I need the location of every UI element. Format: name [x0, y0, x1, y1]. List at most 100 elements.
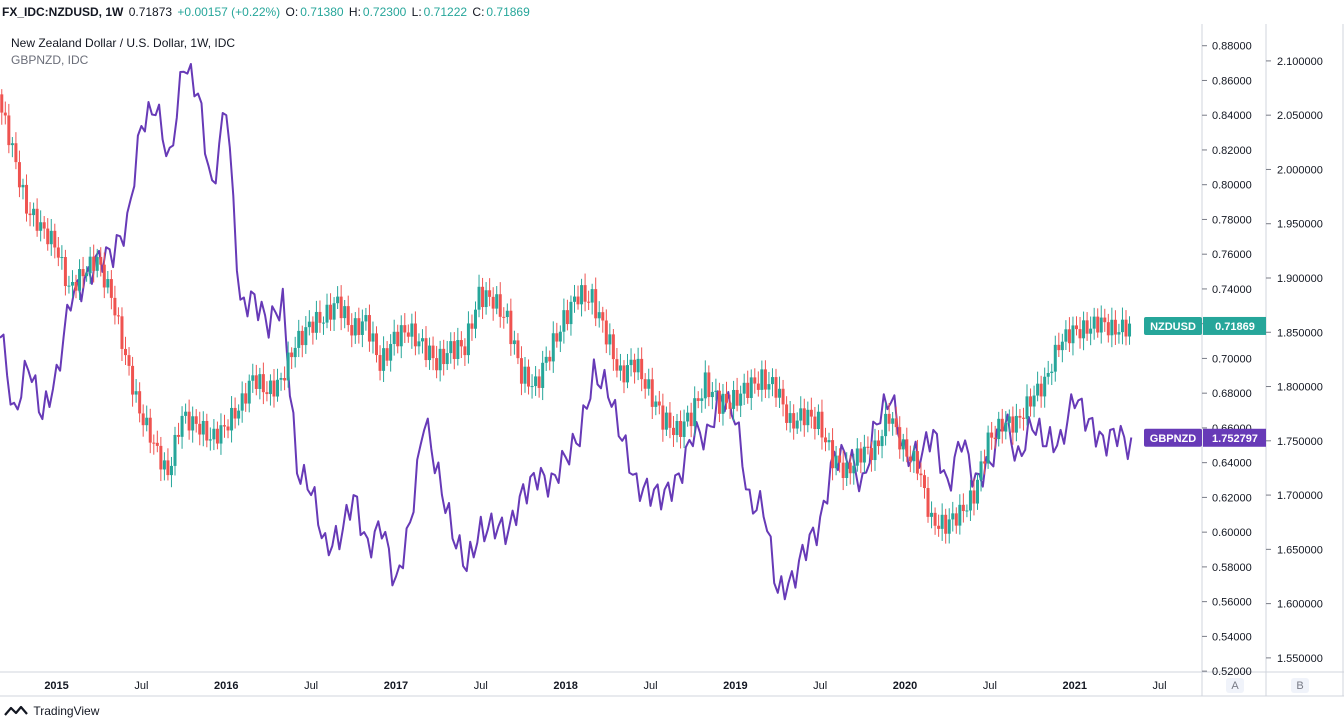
candle-body [1039, 383, 1043, 397]
candle-body [661, 405, 665, 430]
right-tick-label: 1.850000 [1277, 327, 1323, 339]
candle-body [1004, 422, 1008, 432]
candle-body [470, 323, 474, 329]
right-tick-label: 1.800000 [1277, 382, 1323, 394]
candle-body [845, 462, 849, 479]
candle-body [629, 359, 633, 366]
nzdusd-candles [0, 89, 1132, 544]
left-tick-label: 0.88000 [1212, 41, 1252, 53]
candle-body [187, 411, 191, 431]
candle-body [466, 323, 470, 356]
candle-body [318, 311, 322, 323]
candle-body [823, 437, 827, 443]
candle-body [689, 412, 693, 427]
candle-body [53, 230, 57, 248]
candle-body [976, 479, 980, 504]
candle-body [739, 393, 743, 406]
candle-body [1067, 329, 1071, 344]
candle-body [926, 488, 930, 517]
candle-body [767, 384, 771, 390]
candle-body [551, 333, 555, 362]
candle-body [544, 356, 548, 363]
candle-body [1085, 320, 1089, 334]
candle-body [915, 451, 919, 474]
candle-body [576, 296, 580, 305]
right-tick-label: 1.550000 [1277, 653, 1323, 665]
candle-body [541, 362, 545, 388]
candle-body [127, 355, 131, 366]
candle-body [70, 282, 74, 286]
candle-body [693, 398, 697, 427]
candle-body [417, 341, 421, 347]
candle-body [230, 407, 234, 431]
candle-body [159, 445, 163, 470]
left-price-scale[interactable]: 0.88000 0.86000 0.84000 0.82000 0.80000 0.780… [1202, 41, 1252, 678]
candle-body [39, 222, 43, 231]
right-tick-label: 1.950000 [1277, 219, 1323, 231]
candle-body [99, 256, 103, 265]
candle-body [1128, 323, 1132, 337]
candle-body [841, 462, 845, 479]
candle-body [247, 380, 251, 404]
candle-body [152, 442, 156, 444]
price-chart[interactable]: 0.88000 0.86000 0.84000 0.82000 0.80000 0.780… [0, 24, 1344, 700]
candle-body [49, 230, 53, 245]
candle-body [325, 304, 329, 323]
brand-name[interactable]: TradingView [33, 704, 100, 719]
candle-body [961, 504, 965, 512]
candle-body [1120, 319, 1124, 333]
left-tick-label: 0.70000 [1212, 353, 1252, 365]
candle-body [1021, 417, 1025, 419]
candle-body [410, 323, 414, 337]
candle-body [491, 296, 495, 309]
left-tick-label: 0.84000 [1212, 110, 1252, 122]
candle-body [145, 417, 149, 426]
candle-body [1113, 319, 1117, 335]
candle-body [880, 436, 884, 447]
symbol-title[interactable]: FX_IDC:NZDUSD, 1W [2, 5, 124, 19]
candle-body [569, 301, 573, 325]
candle-body [1106, 322, 1110, 336]
candle-body [710, 391, 714, 398]
candle-body [813, 416, 817, 430]
time-scale[interactable]: 2015 Jul 2016 Jul 2017 Jul 2018 Jul 2019 Jul 2020 J… [44, 678, 1309, 693]
tradingview-logo-icon[interactable] [4, 705, 28, 719]
left-tick-label: 0.56000 [1212, 597, 1252, 609]
candle-body [290, 352, 294, 358]
right-tick-label: 1.900000 [1277, 273, 1323, 285]
gbpnzd-name-label: GBPNZD [1150, 433, 1197, 445]
close-value: 0.71869 [486, 5, 530, 19]
candle-body [332, 303, 336, 320]
left-tick-label: 0.80000 [1212, 180, 1252, 192]
candle-body [537, 376, 541, 388]
candle-body [1014, 415, 1018, 433]
candle-body [640, 358, 644, 380]
candle-body [1011, 416, 1015, 433]
candle-body [226, 426, 230, 431]
candle-body [555, 333, 559, 342]
right-price-scale[interactable]: 2.100000 2.050000 2.000000 1.950000 1.900000… [1266, 56, 1323, 665]
low-value: 0.71222 [423, 5, 468, 19]
nzdusd-name-tag [1144, 316, 1202, 335]
candle-body [336, 296, 340, 304]
candle-body [608, 334, 612, 345]
left-tick-label: 0.54000 [1212, 631, 1252, 643]
time-tick-label: 2019 [723, 680, 747, 692]
legend-overlay: GBPNZD, IDC [11, 53, 89, 67]
candle-body [56, 247, 60, 258]
right-tick-label: 2.100000 [1277, 56, 1323, 68]
time-tick-label: 2016 [214, 680, 238, 692]
candle-body [1089, 328, 1093, 334]
candle-body [67, 285, 71, 287]
left-tick-label: 0.58000 [1212, 562, 1252, 574]
candle-body [516, 340, 520, 359]
candle-body [268, 380, 272, 395]
time-tick-label: Jul [643, 680, 657, 692]
candle-body [201, 420, 205, 435]
candle-body [802, 408, 806, 426]
right-tick-label: 1.600000 [1277, 599, 1323, 611]
candle-body [1096, 316, 1100, 333]
candle-body [633, 359, 637, 373]
candle-body [32, 208, 36, 216]
candle-body [184, 411, 188, 416]
